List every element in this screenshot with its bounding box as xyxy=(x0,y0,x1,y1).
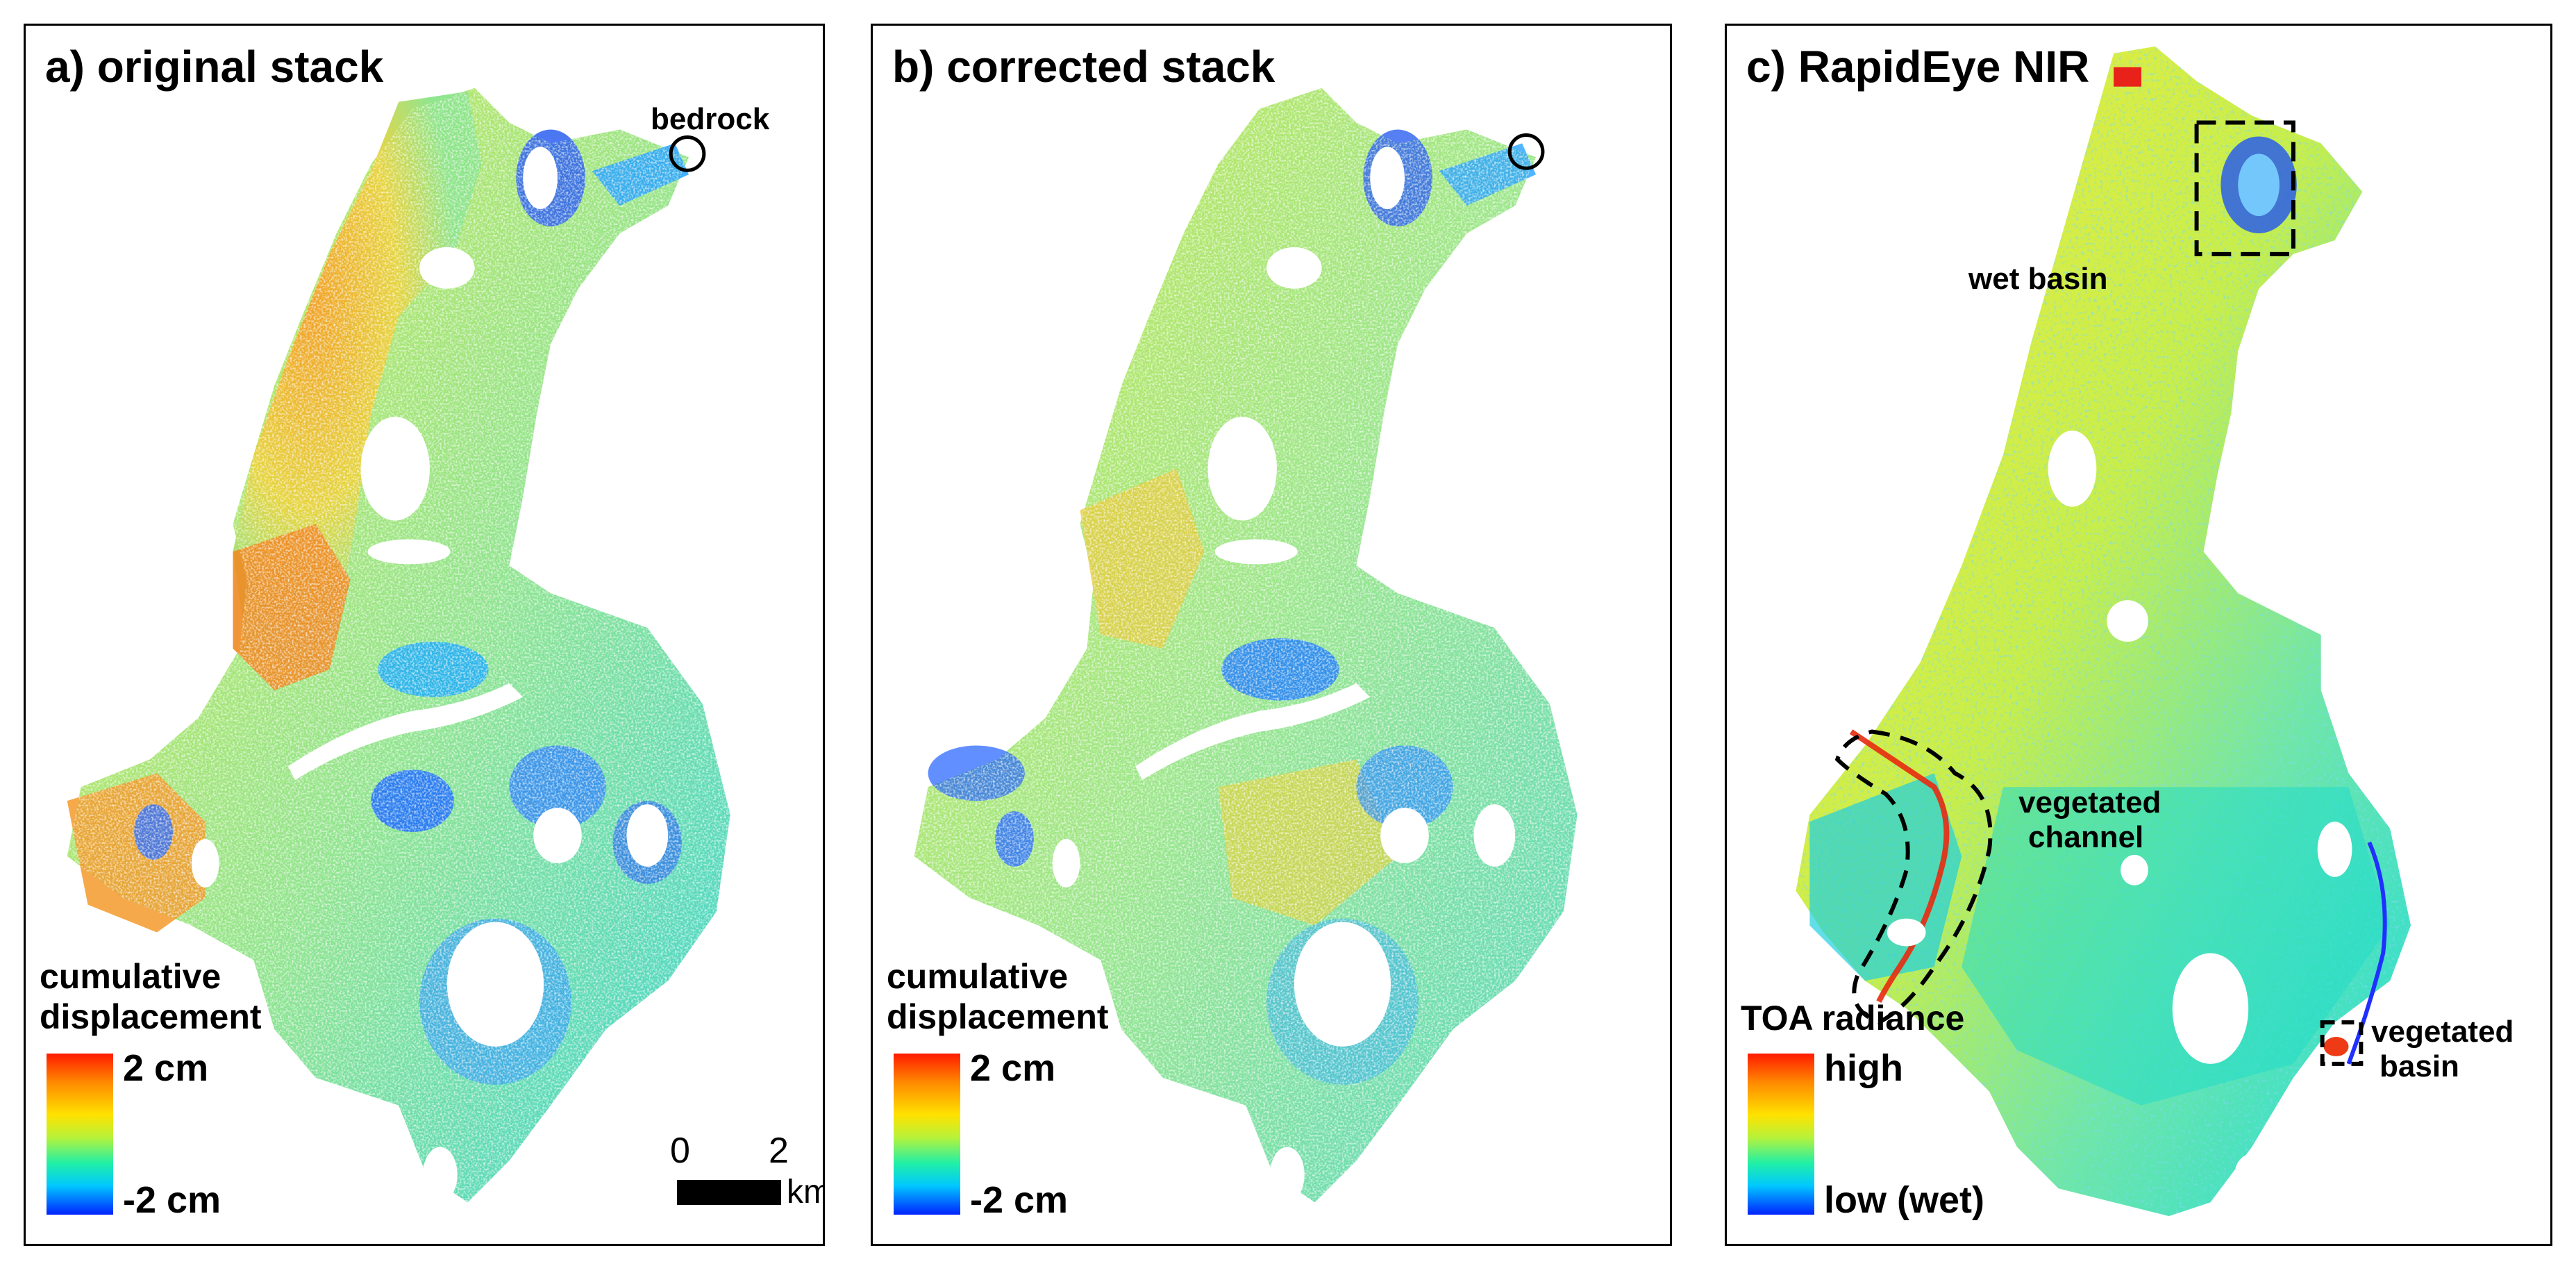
vegetated-basin-label-line1: vegetated xyxy=(2371,1015,2514,1049)
wet-basin-label: wet basin xyxy=(1968,262,2108,296)
vegetated-basin-label-line2: basin xyxy=(2380,1049,2459,1083)
displacement-map-original xyxy=(67,88,730,1203)
panel-title: a) original stack xyxy=(45,42,384,92)
bedrock-marker xyxy=(1507,133,1545,170)
wet-basin-box xyxy=(2194,120,2295,256)
panel-title: b) corrected stack xyxy=(892,42,1276,92)
bedrock-marker xyxy=(669,135,706,172)
scale-label-two: 2 xyxy=(769,1131,789,1171)
vegetated-channel-label-line2: channel xyxy=(2028,820,2144,854)
color-ramp xyxy=(47,1054,113,1215)
vegetated-channel-outline xyxy=(1834,729,1993,1025)
legend-min-label: -2 cm xyxy=(123,1179,221,1221)
displacement-legend: cumulative displacement 2 cm -2 cm xyxy=(887,956,1178,1221)
legend-title: cumulative displacement xyxy=(40,957,262,1036)
panel-rapideye-nir: c) RapidEye NIR xyxy=(1725,24,2552,1246)
displacement-map-corrected xyxy=(914,88,1578,1203)
color-ramp xyxy=(894,1054,960,1215)
panel-title: c) RapidEye NIR xyxy=(1746,42,2090,92)
vegetated-channel-label-line1: vegetated xyxy=(2018,785,2161,819)
legend-title: TOA radiance xyxy=(1741,999,1965,1038)
nir-radiance-map xyxy=(1796,46,2411,1217)
scale-bar: 0 2 km xyxy=(644,1130,823,1241)
legend-title: cumulative displacement xyxy=(887,957,1109,1036)
panel-corrected-stack: b) corrected stack xyxy=(871,24,1672,1246)
radiance-legend: TOA radiance high low (wet) xyxy=(1741,998,1984,1221)
legend-max-label: 2 cm xyxy=(970,1047,1056,1089)
bedrock-label: bedrock xyxy=(651,102,770,136)
scale-unit: km xyxy=(787,1174,823,1210)
legend-min-label: -2 cm xyxy=(970,1179,1069,1221)
legend-max-label: high xyxy=(1824,1047,1903,1089)
panel-original-stack: a) original stack xyxy=(24,24,825,1246)
scale-label-zero: 0 xyxy=(670,1131,690,1171)
legend-max-label: 2 cm xyxy=(123,1047,209,1089)
color-ramp xyxy=(1748,1054,1814,1215)
displacement-legend: cumulative displacement 2 cm -2 cm xyxy=(40,956,331,1221)
scale-bar-segment xyxy=(677,1180,781,1205)
legend-min-label: low (wet) xyxy=(1824,1179,1984,1221)
